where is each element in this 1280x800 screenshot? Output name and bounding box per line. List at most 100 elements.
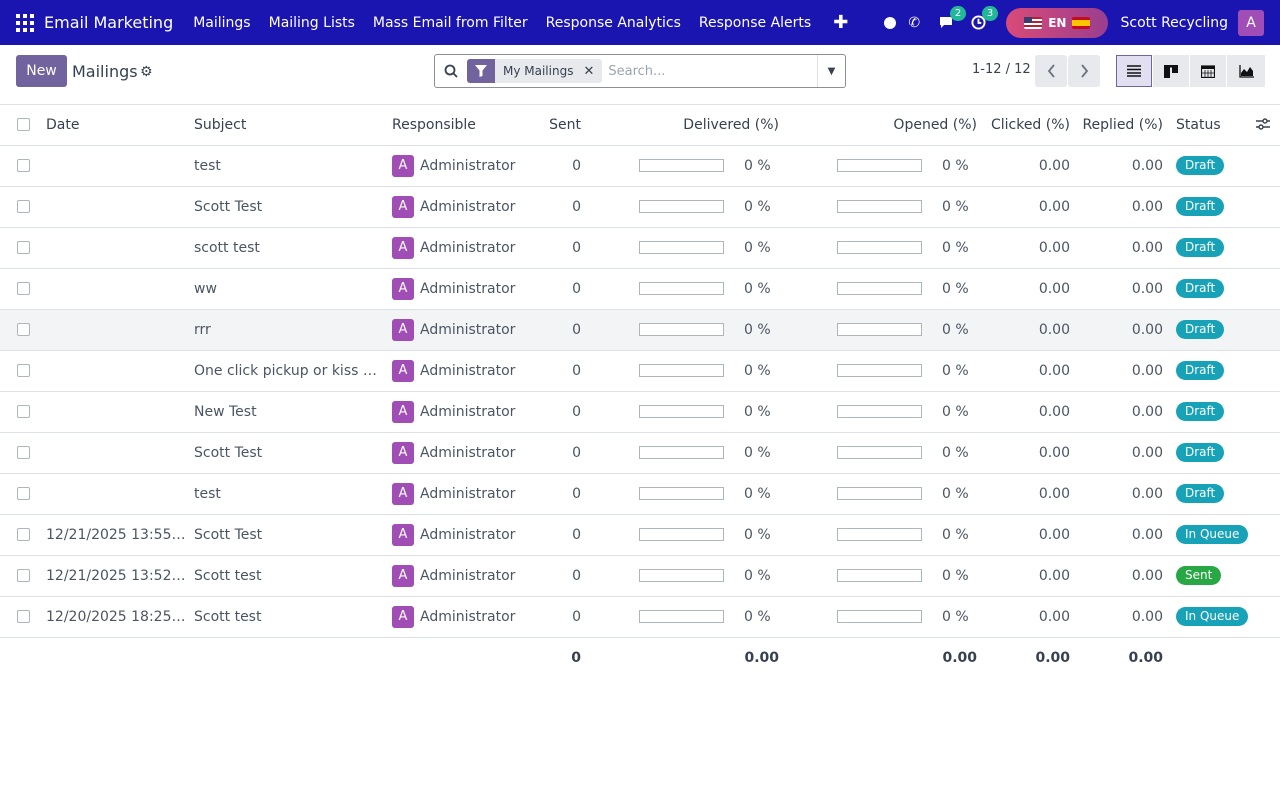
total-clicked: 0.00 <box>1035 649 1070 666</box>
row-sent: 0 <box>524 186 584 228</box>
add-menu-icon[interactable]: ✚ <box>833 12 849 33</box>
table-row[interactable]: 12/21/2025 13:55:16 Scott Test A Administra… <box>0 514 1280 556</box>
language-switcher[interactable]: EN <box>1006 7 1109 38</box>
row-delivered: 0 % <box>584 227 782 269</box>
pager-previous-button[interactable] <box>1035 55 1067 87</box>
table-row[interactable]: 12/21/2025 13:52:16 Scott test A Administra… <box>0 555 1280 597</box>
row-delivered: 0 % <box>584 391 782 433</box>
row-responsible: A Administrator <box>384 268 524 310</box>
search-input[interactable] <box>608 56 809 86</box>
row-opened: 0 % <box>782 309 980 351</box>
list-view-button[interactable] <box>1116 55 1152 87</box>
avatar: A <box>392 564 414 587</box>
row-delivered: 0 % <box>584 268 782 310</box>
row-select-cell[interactable] <box>0 309 38 351</box>
col-opened[interactable]: Opened (%) <box>782 105 980 146</box>
row-checkbox[interactable] <box>17 446 30 459</box>
row-sent: 0 <box>524 596 584 638</box>
table-row[interactable]: Scott Test A Administrator 0 0 % 0 % 0.00 0.00 D… <box>0 432 1280 474</box>
row-checkbox[interactable] <box>17 200 30 213</box>
chevron-down-icon[interactable]: ▼ <box>817 55 845 87</box>
col-sent[interactable]: Sent <box>524 105 584 146</box>
table-row[interactable]: 12/20/2025 18:25:25 Scott test A Administra… <box>0 596 1280 638</box>
delivered-percent: 0 % <box>744 485 771 502</box>
gear-icon[interactable]: ⚙ <box>140 64 153 80</box>
avatar: A <box>392 482 414 505</box>
status-badge: Draft <box>1176 320 1225 339</box>
menu-response-alerts[interactable]: Response Alerts <box>698 14 812 31</box>
table-row[interactable]: test A Administrator 0 0 % 0 % 0.00 0.00 Draft <box>0 145 1280 187</box>
row-select-cell[interactable] <box>0 268 38 310</box>
row-checkbox[interactable] <box>17 364 30 377</box>
row-select-cell[interactable] <box>0 350 38 392</box>
row-checkbox[interactable] <box>17 159 30 172</box>
row-checkbox[interactable] <box>17 282 30 295</box>
row-checkbox[interactable] <box>17 405 30 418</box>
row-checkbox[interactable] <box>17 528 30 541</box>
row-select-cell[interactable] <box>0 432 38 474</box>
col-delivered[interactable]: Delivered (%) <box>584 105 782 146</box>
opened-progress-bar <box>837 528 922 541</box>
activity-clock-icon[interactable]: 3 <box>968 5 999 33</box>
select-all-checkbox[interactable] <box>17 118 30 132</box>
row-checkbox[interactable] <box>17 323 30 336</box>
row-select-cell[interactable] <box>0 473 38 515</box>
col-responsible[interactable]: Responsible <box>384 105 524 146</box>
table-row[interactable]: scott test A Administrator 0 0 % 0 % 0.00 0.00 D… <box>0 227 1280 269</box>
row-status: Draft <box>1166 227 1280 269</box>
row-date <box>38 227 186 269</box>
row-checkbox[interactable] <box>17 487 30 500</box>
row-opened: 0 % <box>782 555 980 597</box>
calendar-view-button[interactable] <box>1190 55 1226 87</box>
row-select-cell[interactable] <box>0 514 38 556</box>
row-checkbox[interactable] <box>17 241 30 254</box>
delivered-percent: 0 % <box>744 526 771 543</box>
app-brand[interactable]: Email Marketing <box>44 13 174 32</box>
user-avatar[interactable]: A <box>1238 9 1264 36</box>
pager-value[interactable]: 1-12 / 12 <box>972 62 1031 77</box>
row-opened: 0 % <box>782 473 980 515</box>
row-select-cell[interactable] <box>0 555 38 597</box>
col-date[interactable]: Date <box>38 105 186 146</box>
total-replied: 0.00 <box>1128 649 1163 666</box>
col-replied[interactable]: Replied (%) <box>1073 105 1166 146</box>
col-subject[interactable]: Subject <box>186 105 384 146</box>
kanban-view-button[interactable] <box>1153 55 1189 87</box>
row-select-cell[interactable] <box>0 596 38 638</box>
chat-icon[interactable]: 2 <box>936 5 967 33</box>
row-select-cell[interactable] <box>0 186 38 228</box>
menu-mass-email-from-filter[interactable]: Mass Email from Filter <box>372 14 528 31</box>
opened-progress-bar <box>837 405 922 418</box>
new-button[interactable]: New <box>16 55 67 87</box>
close-icon[interactable]: ✕ <box>583 63 595 79</box>
row-replied: 0.00 <box>1073 309 1166 351</box>
table-row[interactable]: ww A Administrator 0 0 % 0 % 0.00 0.00 Draft <box>0 268 1280 310</box>
menu-mailing-lists[interactable]: Mailing Lists <box>268 14 355 31</box>
table-row[interactable]: One click pickup or kiss my … A Administra… <box>0 350 1280 392</box>
status-badge: Sent <box>1176 566 1222 585</box>
delivered-percent: 0 % <box>744 198 771 215</box>
graph-view-button[interactable] <box>1227 55 1265 87</box>
select-all-cell[interactable] <box>0 105 38 146</box>
company-name[interactable]: Scott Recycling <box>1120 14 1228 31</box>
phone-icon[interactable]: ✆ <box>908 14 921 31</box>
row-checkbox[interactable] <box>17 610 30 623</box>
table-row[interactable]: rrr A Administrator 0 0 % 0 % 0.00 0.00 Draft <box>0 309 1280 351</box>
col-status[interactable]: Status <box>1166 105 1280 146</box>
row-date <box>38 391 186 433</box>
pager-next-button[interactable] <box>1068 55 1100 87</box>
table-row[interactable]: New Test A Administrator 0 0 % 0 % 0.00 0.00 Dra… <box>0 391 1280 433</box>
apps-grid-icon[interactable] <box>16 13 34 32</box>
menu-response-analytics[interactable]: Response Analytics <box>545 14 681 31</box>
col-clicked[interactable]: Clicked (%) <box>980 105 1073 146</box>
row-select-cell[interactable] <box>0 391 38 433</box>
optional-columns-icon[interactable] <box>1256 117 1270 135</box>
row-select-cell[interactable] <box>0 145 38 187</box>
row-select-cell[interactable] <box>0 227 38 269</box>
row-checkbox[interactable] <box>17 569 30 582</box>
menu-mailings[interactable]: Mailings <box>193 14 251 31</box>
status-dot-icon[interactable] <box>884 16 897 29</box>
table-row[interactable]: test A Administrator 0 0 % 0 % 0.00 0.00 Draft <box>0 473 1280 515</box>
search-icon[interactable] <box>435 64 467 78</box>
table-row[interactable]: Scott Test A Administrator 0 0 % 0 % 0.00 0.00 D… <box>0 186 1280 228</box>
